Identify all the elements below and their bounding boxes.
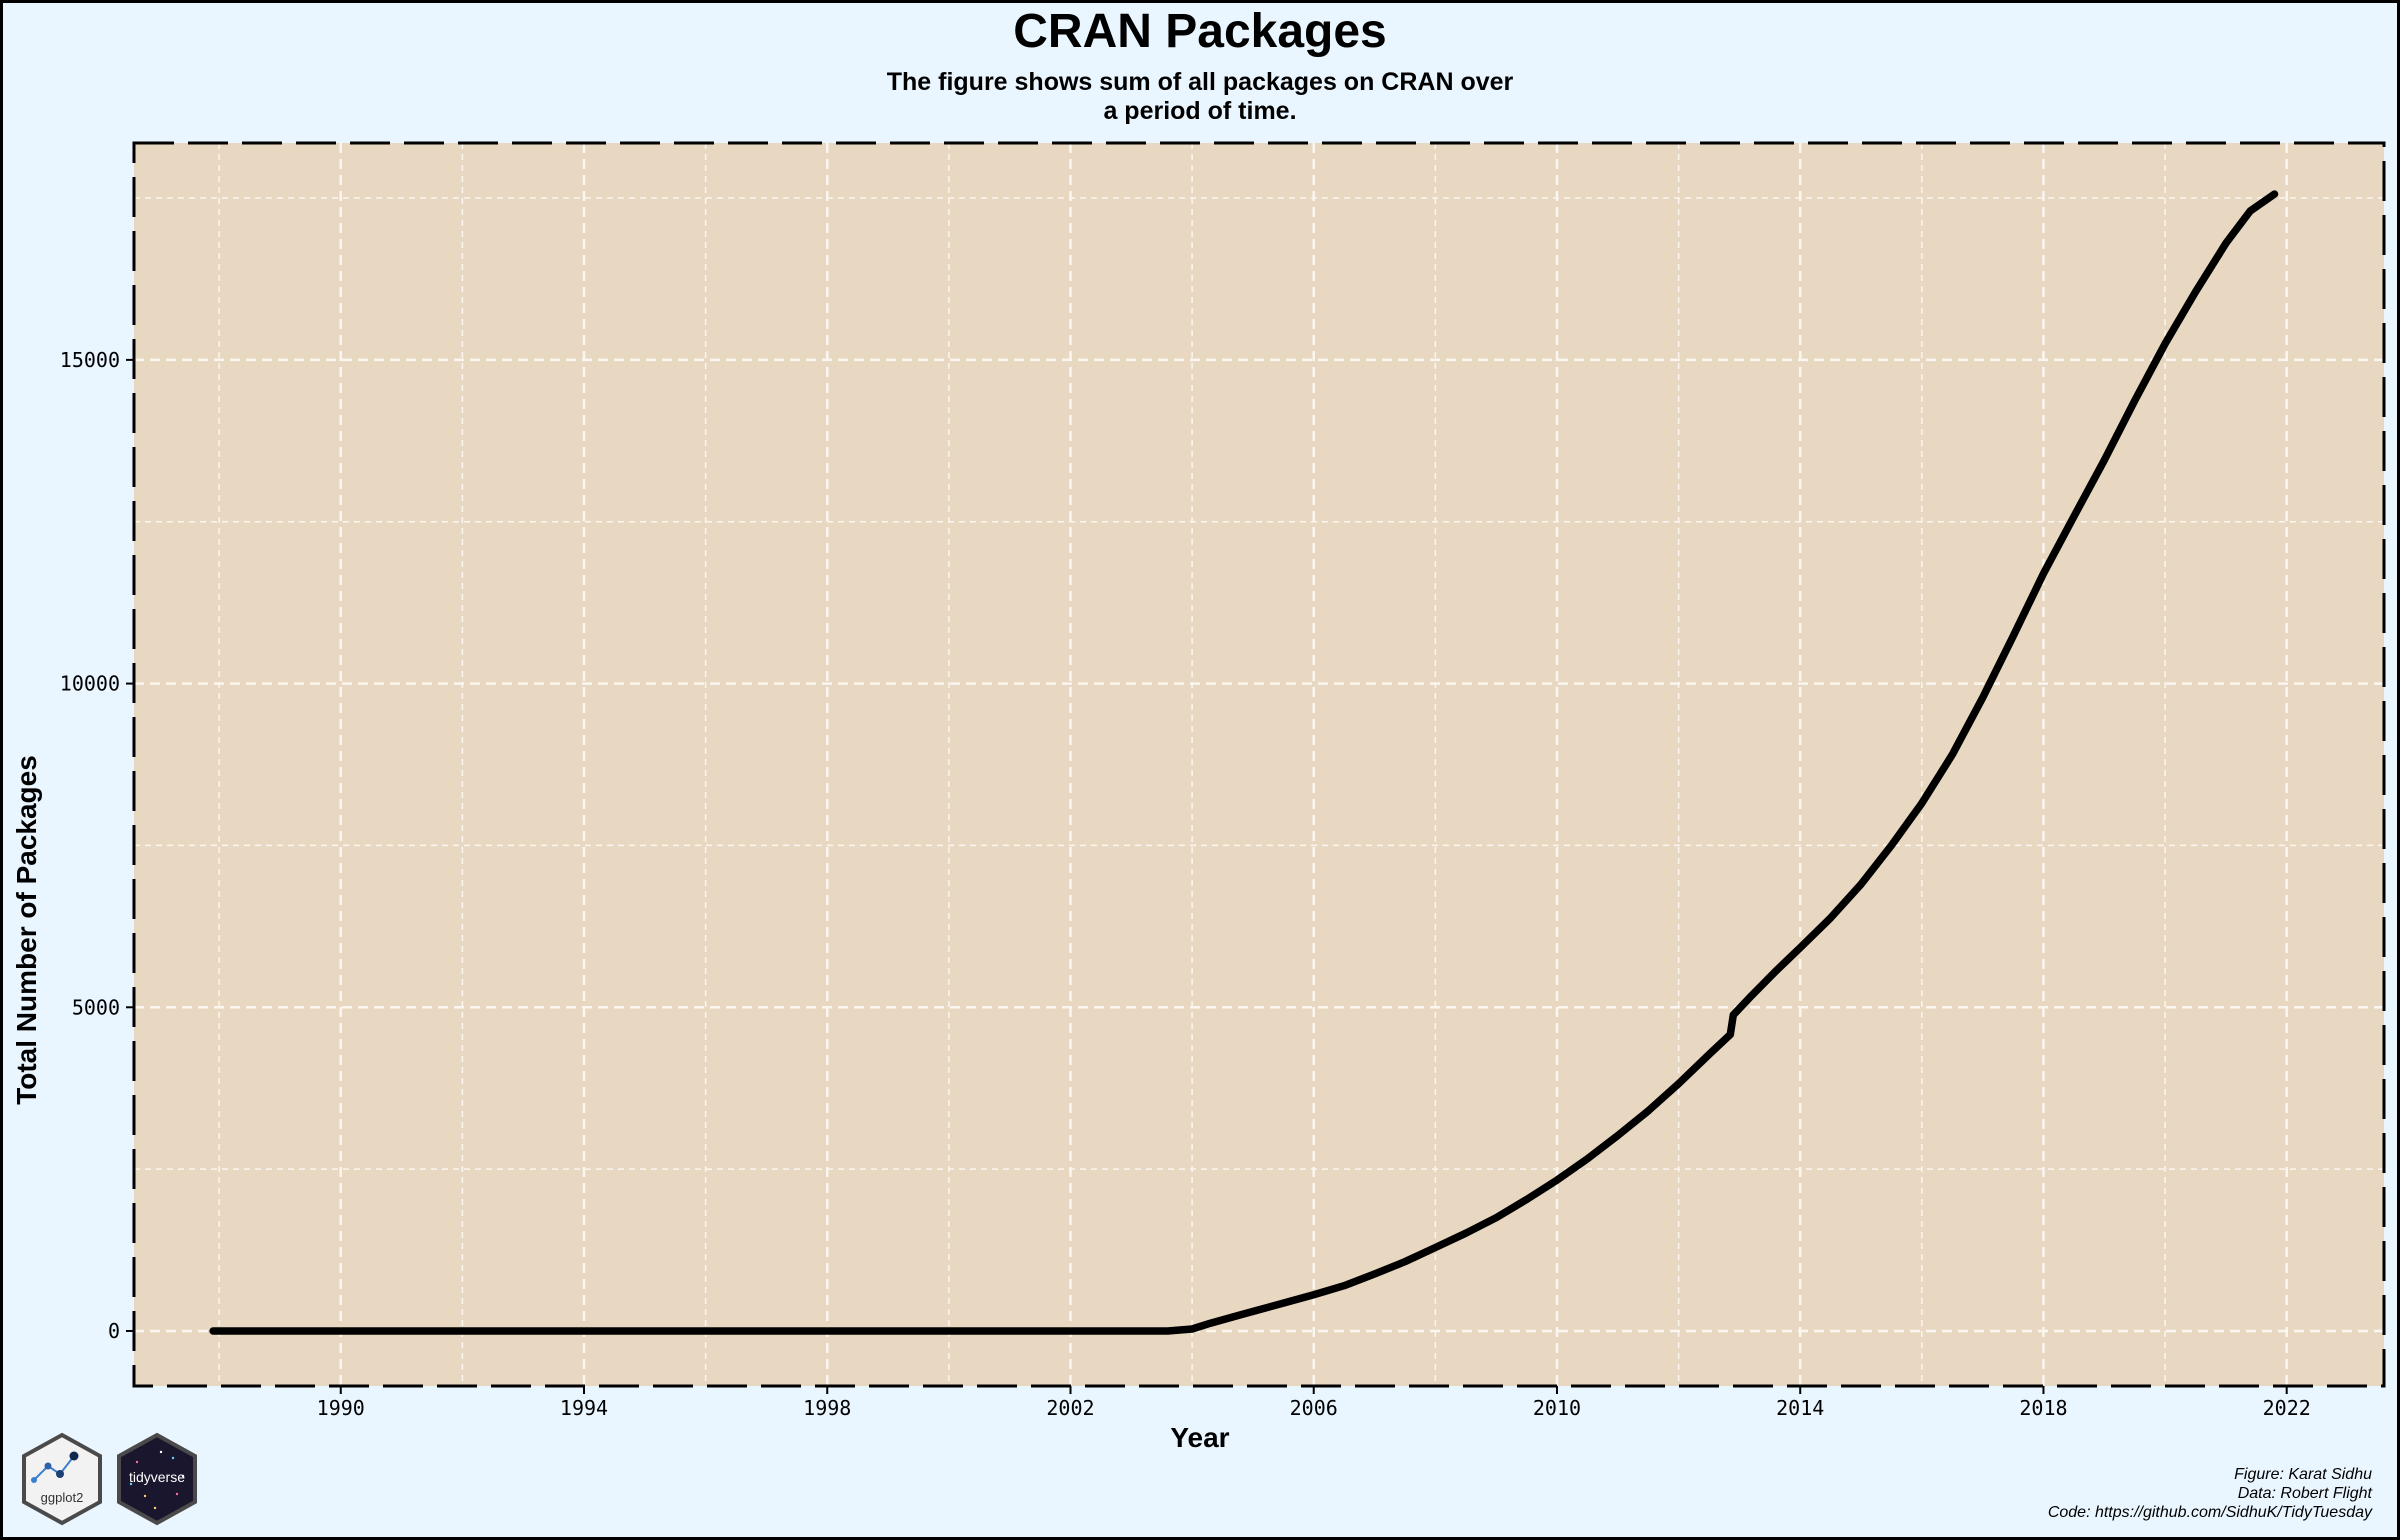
x-tick-label: 2006 xyxy=(1290,1396,1338,1420)
caption-code: Code: https://github.com/SidhuK/TidyTues… xyxy=(2047,1504,2372,1521)
x-tick-label: 2010 xyxy=(1533,1396,1581,1420)
chart-title: CRAN Packages xyxy=(1013,5,1387,58)
x-tick-label: 2014 xyxy=(1776,1396,1824,1420)
y-axis-title: Total Number of Packages xyxy=(11,755,42,1105)
ggplot2-logo-text: ggplot2 xyxy=(41,1490,84,1505)
y-tick-label: 10000 xyxy=(60,672,120,696)
x-tick-label: 1990 xyxy=(317,1396,365,1420)
chart-subtitle: The figure shows sum of all packages on … xyxy=(0,68,2400,126)
plot-border xyxy=(132,141,2386,1388)
subtitle-line-2: a period of time. xyxy=(1103,97,1297,125)
x-tick-label: 2002 xyxy=(1046,1396,1094,1420)
x-tick-label: 2022 xyxy=(2263,1396,2311,1420)
caption: Figure: Karat Sidhu Data: Robert Flight … xyxy=(2048,1465,2372,1522)
subtitle-line-1: The figure shows sum of all packages on … xyxy=(886,68,1514,96)
x-axis-title: Year xyxy=(1170,1422,1230,1453)
x-tick-label: 1998 xyxy=(803,1396,851,1420)
ggplot2-logo: ggplot2 xyxy=(22,1432,102,1526)
series-line-0 xyxy=(209,190,2279,1335)
tidyverse-logo: tidyverse xyxy=(117,1432,197,1526)
caption-figure: Figure: Karat Sidhu xyxy=(2234,1466,2372,1483)
y-tick-label: 0 xyxy=(108,1319,120,1343)
plot-panel xyxy=(134,143,2384,1386)
y-tick-label: 5000 xyxy=(72,995,120,1019)
x-tick-label: 1994 xyxy=(560,1396,608,1420)
caption-data: Data: Robert Flight xyxy=(2237,1485,2372,1502)
x-tick-label: 2018 xyxy=(2019,1396,2067,1420)
y-tick-label: 15000 xyxy=(60,348,120,372)
tidyverse-logo-text: tidyverse xyxy=(129,1469,185,1485)
